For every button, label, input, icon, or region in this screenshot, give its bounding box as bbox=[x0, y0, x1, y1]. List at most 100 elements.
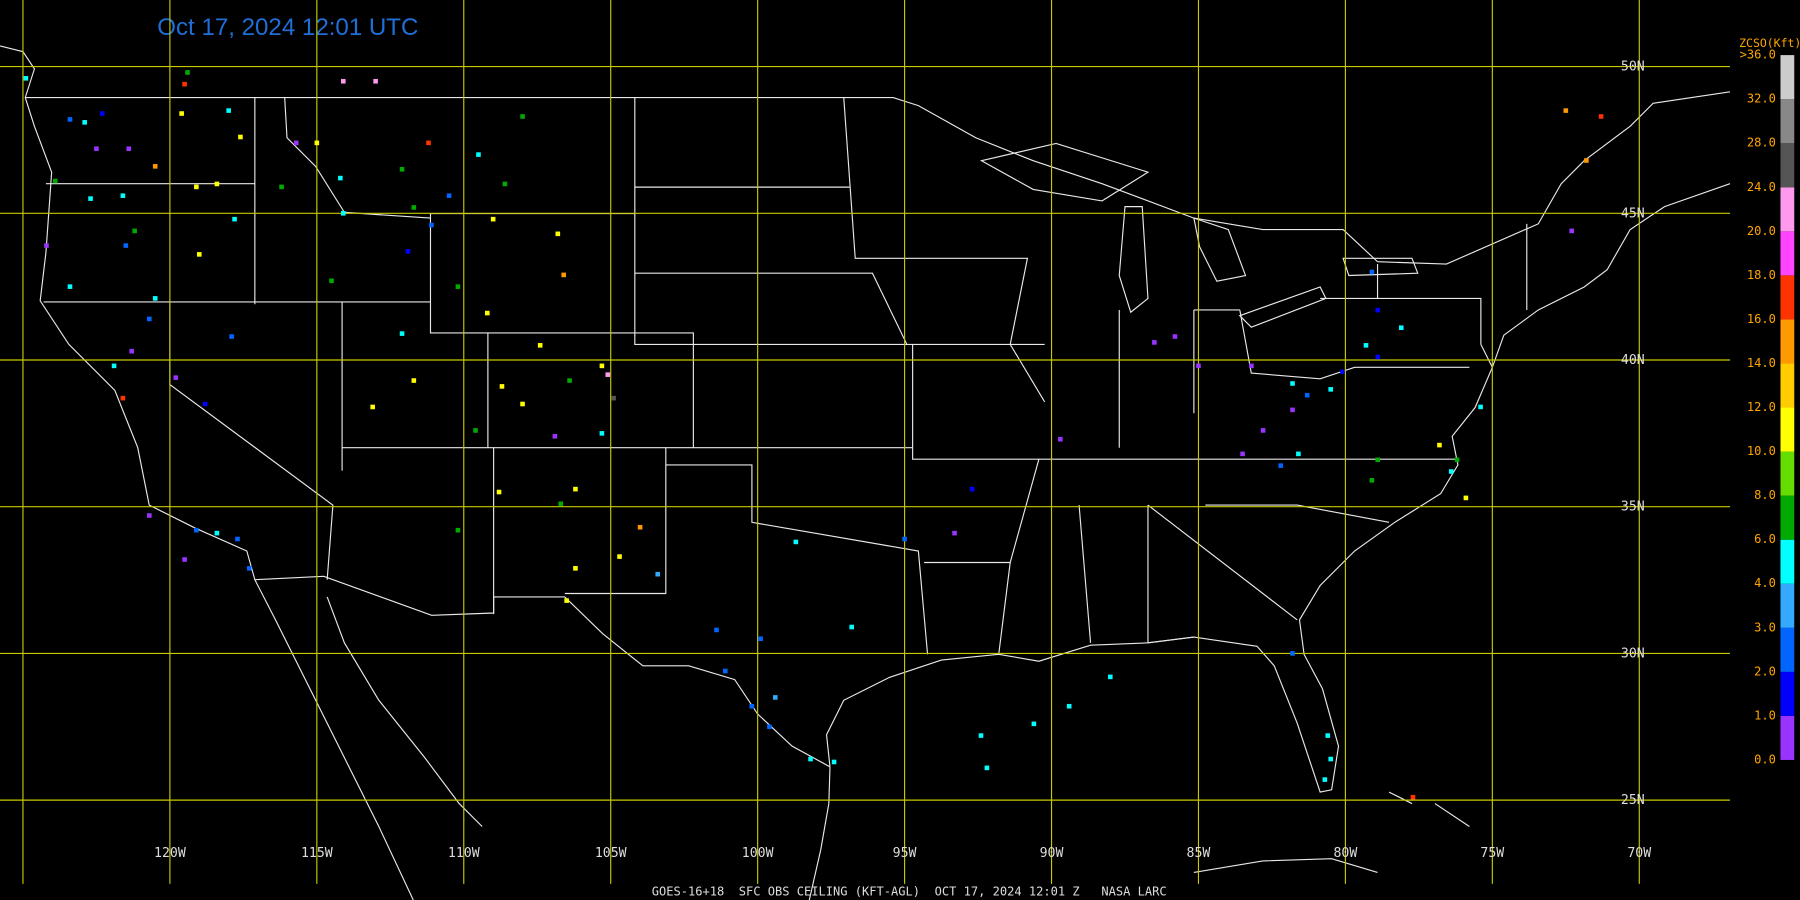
footer: GOES-16+18 SFC OBS CEILING (KFT-AGL) OCT… bbox=[652, 884, 1167, 898]
station-obs bbox=[1363, 343, 1369, 348]
station-obs bbox=[749, 703, 755, 709]
station-obs bbox=[426, 140, 431, 146]
baja-coast bbox=[326, 596, 483, 827]
legend-label: >36.0 bbox=[1740, 48, 1776, 62]
station-obs bbox=[1058, 436, 1063, 442]
station-obs bbox=[1328, 756, 1334, 762]
legend-label: 4.0 bbox=[1754, 576, 1776, 590]
station-obs bbox=[637, 524, 643, 530]
legend-title: ZCSO(Kft) bbox=[1739, 36, 1800, 50]
legend-label: 6.0 bbox=[1754, 532, 1776, 546]
station-obs bbox=[120, 395, 126, 401]
station-obs bbox=[484, 310, 490, 316]
station-obs bbox=[340, 210, 346, 216]
lat-label: 35N bbox=[1621, 500, 1645, 515]
station-obs bbox=[185, 70, 190, 75]
station-obs bbox=[1172, 334, 1178, 339]
station-obs bbox=[182, 557, 187, 562]
station-obs bbox=[405, 249, 411, 254]
station-obs bbox=[1598, 114, 1604, 119]
station-obs bbox=[723, 668, 728, 674]
station-obs bbox=[152, 164, 158, 169]
station-obs bbox=[1398, 325, 1404, 331]
station-obs bbox=[1290, 651, 1295, 656]
legend-swatch bbox=[1780, 319, 1795, 364]
station-obs bbox=[1290, 407, 1295, 413]
lon-label: 85W bbox=[1187, 846, 1211, 861]
station-obs bbox=[605, 372, 611, 377]
station-obs bbox=[293, 140, 299, 146]
legend-swatch bbox=[1780, 363, 1795, 408]
station-obs bbox=[446, 193, 452, 198]
station-obs bbox=[552, 433, 558, 439]
station-obs bbox=[182, 81, 187, 87]
station-obs bbox=[496, 489, 502, 495]
station-obs bbox=[902, 536, 907, 542]
station-obs bbox=[246, 566, 252, 571]
station-obs bbox=[573, 566, 578, 571]
station-obs bbox=[202, 401, 208, 407]
station-obs bbox=[520, 401, 525, 407]
station-obs bbox=[1108, 674, 1113, 680]
legend-swatch bbox=[1780, 231, 1795, 276]
station-obs bbox=[520, 114, 525, 119]
station-obs bbox=[123, 243, 129, 248]
station-obs bbox=[67, 117, 73, 122]
lon-label: 90W bbox=[1040, 846, 1064, 861]
station-obs bbox=[1478, 404, 1483, 410]
station-obs bbox=[978, 733, 984, 738]
station-obs bbox=[561, 272, 566, 278]
station-obs bbox=[767, 724, 772, 730]
station-obs bbox=[1369, 269, 1375, 275]
station-obs bbox=[611, 395, 616, 401]
station-obs bbox=[772, 695, 778, 700]
lon-label: 105W bbox=[595, 846, 627, 861]
station-obs bbox=[23, 76, 29, 81]
station-obs bbox=[279, 184, 284, 190]
legend-swatch bbox=[1780, 451, 1795, 496]
islands bbox=[1193, 791, 1470, 874]
station-obs bbox=[173, 375, 179, 380]
station-obs bbox=[196, 252, 202, 257]
station-obs bbox=[617, 554, 622, 559]
station-obs bbox=[214, 181, 220, 187]
station-obs bbox=[1031, 721, 1037, 727]
station-obs bbox=[537, 343, 543, 348]
title: Oct 17, 2024 12:01 UTC bbox=[157, 14, 418, 41]
legend-label: 16.0 bbox=[1747, 312, 1776, 326]
legend-label: 32.0 bbox=[1747, 92, 1776, 106]
station-obs bbox=[473, 428, 478, 433]
station-obs bbox=[1328, 387, 1334, 392]
legend-swatch bbox=[1780, 671, 1795, 716]
legend-label: 12.0 bbox=[1747, 400, 1776, 414]
station-obs bbox=[44, 243, 49, 248]
station-obs bbox=[1152, 340, 1157, 345]
lon-label: 80W bbox=[1333, 846, 1357, 861]
station-obs bbox=[490, 216, 496, 222]
station-obs bbox=[229, 334, 234, 339]
basemap bbox=[0, 45, 1731, 900]
station-obs bbox=[1260, 428, 1266, 433]
station-obs bbox=[232, 216, 237, 222]
station-obs bbox=[573, 486, 578, 492]
station-obs bbox=[179, 111, 184, 116]
legend-swatch bbox=[1780, 627, 1795, 672]
lon-label: 70W bbox=[1627, 846, 1651, 861]
station-obs bbox=[555, 231, 561, 237]
legend-swatch bbox=[1780, 187, 1795, 232]
station-obs bbox=[147, 513, 152, 518]
station-obs bbox=[235, 536, 240, 542]
station-obs bbox=[1563, 108, 1569, 113]
station-obs bbox=[793, 539, 799, 545]
station-obs bbox=[67, 284, 73, 289]
station-obs bbox=[126, 146, 132, 152]
legend-swatch bbox=[1780, 539, 1795, 584]
station-obs bbox=[411, 378, 417, 383]
station-obs bbox=[849, 624, 854, 630]
lon-label: 120W bbox=[154, 846, 186, 861]
station-obs bbox=[1448, 469, 1454, 474]
station-obs bbox=[152, 296, 158, 301]
legend-swatch bbox=[1780, 407, 1795, 452]
